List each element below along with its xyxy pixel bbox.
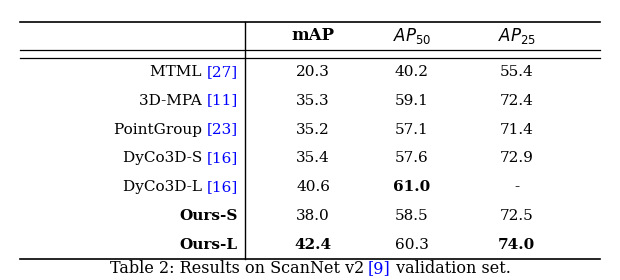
Text: 72.9: 72.9	[500, 151, 534, 165]
Text: 58.5: 58.5	[395, 209, 428, 223]
Text: 57.6: 57.6	[395, 151, 428, 165]
Text: 72.5: 72.5	[500, 209, 534, 223]
Text: Ours-S: Ours-S	[179, 209, 238, 223]
Text: [23]: [23]	[206, 123, 238, 137]
Text: Ours-L: Ours-L	[180, 238, 238, 252]
Text: 59.1: 59.1	[395, 94, 429, 108]
Text: 40.2: 40.2	[395, 65, 429, 79]
Text: $AP_{50}$: $AP_{50}$	[392, 26, 431, 46]
Text: 35.2: 35.2	[296, 123, 330, 137]
Text: 61.0: 61.0	[393, 180, 430, 194]
Text: MTML: MTML	[151, 65, 207, 79]
Text: [16]: [16]	[206, 151, 238, 165]
Text: 74.0: 74.0	[498, 238, 536, 252]
Text: 35.3: 35.3	[296, 94, 330, 108]
Text: 55.4: 55.4	[500, 65, 534, 79]
Text: [16]: [16]	[206, 180, 238, 194]
Text: 20.3: 20.3	[296, 65, 330, 79]
Text: [9]: [9]	[368, 260, 391, 277]
Text: mAP: mAP	[291, 27, 335, 44]
Text: 71.4: 71.4	[500, 123, 534, 137]
Text: 60.3: 60.3	[395, 238, 429, 252]
Text: 3D-MPA: 3D-MPA	[139, 94, 206, 108]
Text: 38.0: 38.0	[296, 209, 330, 223]
Text: validation set.: validation set.	[391, 260, 511, 277]
Text: DyCo3D-S: DyCo3D-S	[123, 151, 206, 165]
Text: -: -	[514, 180, 520, 194]
Text: PointGroup: PointGroup	[114, 123, 207, 137]
Text: 72.4: 72.4	[500, 94, 534, 108]
Text: [11]: [11]	[206, 94, 238, 108]
Text: 57.1: 57.1	[395, 123, 428, 137]
Text: Table 2: Results on ScanNet v2: Table 2: Results on ScanNet v2	[110, 260, 370, 277]
Text: DyCo3D-L: DyCo3D-L	[123, 180, 206, 194]
Text: 42.4: 42.4	[294, 238, 332, 252]
Text: [27]: [27]	[206, 65, 238, 79]
Text: 40.6: 40.6	[296, 180, 330, 194]
Text: $AP_{25}$: $AP_{25}$	[498, 26, 536, 46]
Text: 35.4: 35.4	[296, 151, 330, 165]
